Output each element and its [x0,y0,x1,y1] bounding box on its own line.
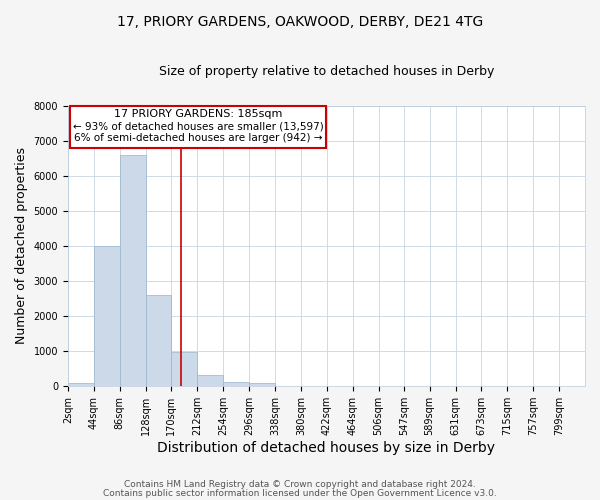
Y-axis label: Number of detached properties: Number of detached properties [15,148,28,344]
Text: 17, PRIORY GARDENS, OAKWOOD, DERBY, DE21 4TG: 17, PRIORY GARDENS, OAKWOOD, DERBY, DE21… [117,15,483,29]
Bar [223,382,249,386]
Bar [94,246,119,386]
Bar [197,374,223,386]
X-axis label: Distribution of detached houses by size in Derby: Distribution of detached houses by size … [157,441,496,455]
Bar [249,384,275,386]
Text: Contains public sector information licensed under the Open Government Licence v3: Contains public sector information licen… [103,488,497,498]
Title: Size of property relative to detached houses in Derby: Size of property relative to detached ho… [159,65,494,78]
Text: ← 93% of detached houses are smaller (13,597): ← 93% of detached houses are smaller (13… [73,121,323,131]
Bar [68,384,94,386]
Text: Contains HM Land Registry data © Crown copyright and database right 2024.: Contains HM Land Registry data © Crown c… [124,480,476,489]
Bar [146,295,172,386]
Bar [172,352,197,386]
Text: 6% of semi-detached houses are larger (942) →: 6% of semi-detached houses are larger (9… [74,133,322,143]
Bar [119,154,146,386]
Text: 17 PRIORY GARDENS: 185sqm: 17 PRIORY GARDENS: 185sqm [114,109,282,119]
FancyBboxPatch shape [70,106,326,148]
